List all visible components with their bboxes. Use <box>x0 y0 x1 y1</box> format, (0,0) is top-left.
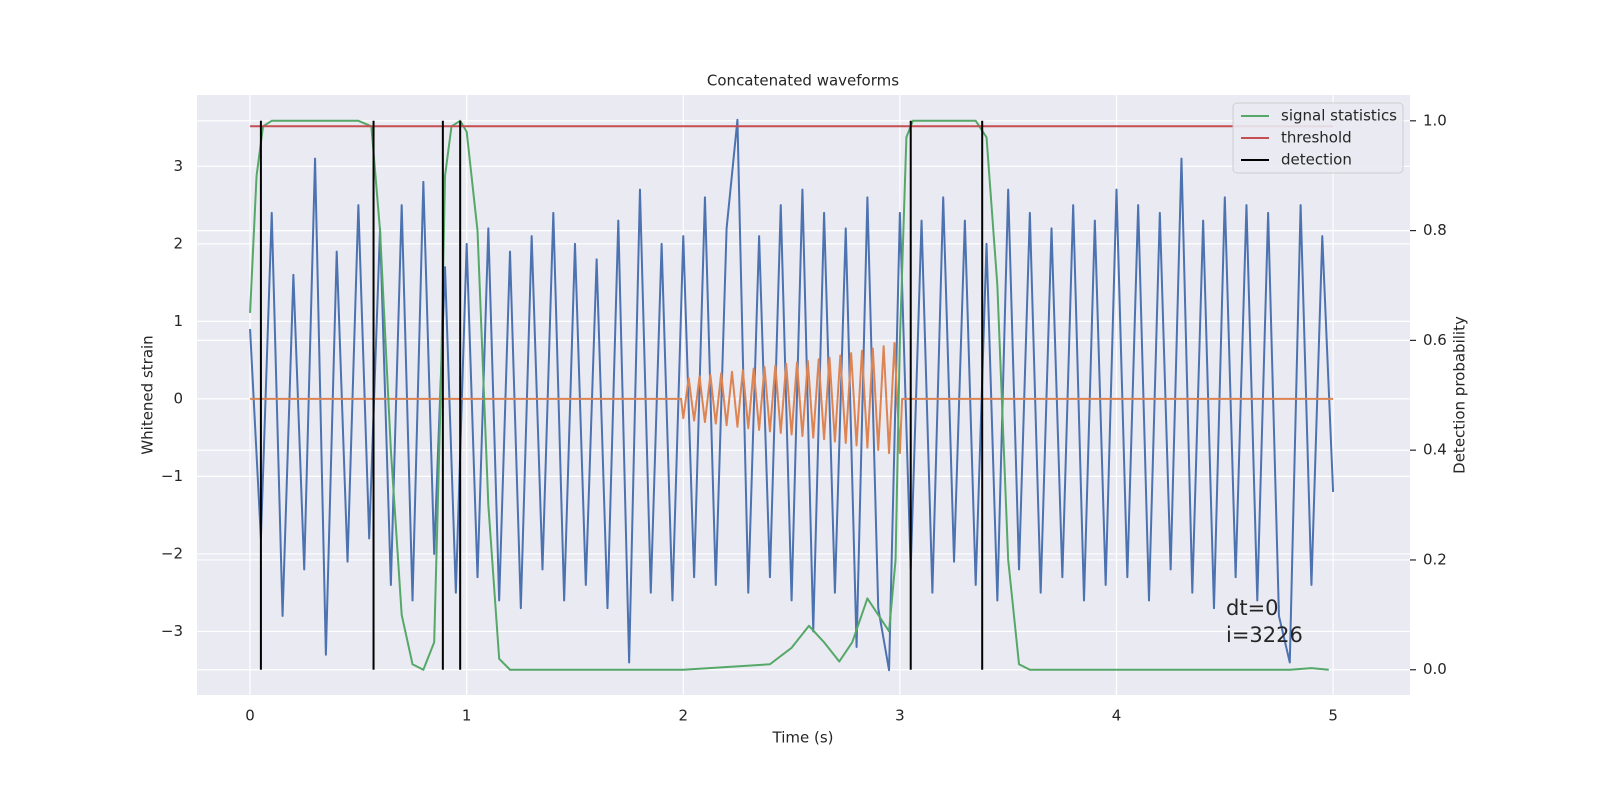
x-tick-label: 3 <box>895 707 905 725</box>
series-line <box>249 118 1335 672</box>
chart-title: Concatenated waveforms <box>707 72 899 90</box>
y2-tick-label: 1.0 <box>1423 111 1447 129</box>
series-line <box>250 342 1334 455</box>
y-tick-label: −2 <box>161 544 183 562</box>
x-tick-label: 4 <box>1112 707 1122 725</box>
y2-tick-label: 0.8 <box>1423 221 1447 239</box>
y-tick-label: 0 <box>173 389 183 407</box>
y-axis-label: Whitened strain <box>139 335 157 454</box>
y-tick-label: 3 <box>173 157 183 175</box>
marks <box>249 118 1335 672</box>
legend-box <box>1232 102 1404 174</box>
y-tick-label: 2 <box>173 234 183 252</box>
x-tick-label: 5 <box>1328 707 1338 725</box>
y2-tick-label: 0.4 <box>1423 441 1447 459</box>
legend-label: signal statistics <box>1281 107 1397 125</box>
annotation: dt=0 <box>1226 596 1279 620</box>
y2-tick-label: 0.2 <box>1423 550 1447 568</box>
x-tick-label: 2 <box>679 707 689 725</box>
x-tick-label: 0 <box>245 707 255 725</box>
y-tick-label: −3 <box>161 622 183 640</box>
y2-tick-label: 0.0 <box>1423 660 1447 678</box>
x-tick-label: 1 <box>462 707 472 725</box>
y-tick-label: −1 <box>161 467 183 485</box>
y2-tick-label: 0.6 <box>1423 331 1447 349</box>
y-tick-label: 1 <box>173 312 183 330</box>
series-line <box>249 119 1329 671</box>
annotation: i=3226 <box>1226 623 1303 647</box>
legend-label: detection <box>1281 151 1352 169</box>
y2-axis-label: Detection probability <box>1451 316 1469 474</box>
legend: signal statistics threshold detection <box>1232 102 1404 174</box>
x-axis-label: Time (s) <box>772 729 834 747</box>
legend-label: threshold <box>1281 129 1352 147</box>
